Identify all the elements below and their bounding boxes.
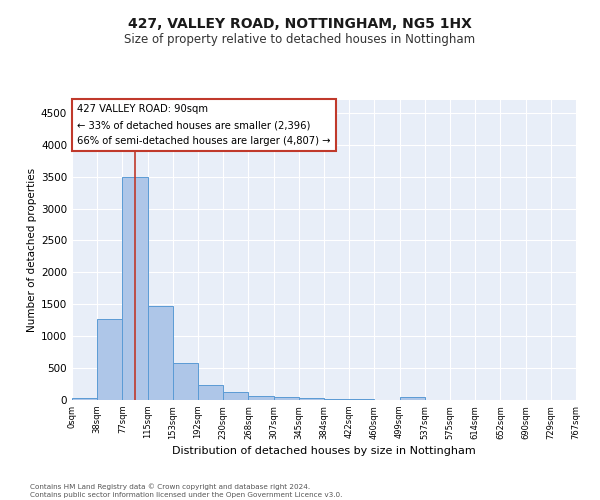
Bar	[400, 398, 425, 400]
Bar	[173, 363, 198, 400]
Bar	[97, 319, 122, 400]
Text: Size of property relative to detached houses in Nottingham: Size of property relative to detached ho…	[124, 32, 476, 46]
Bar	[148, 306, 173, 400]
Bar	[299, 398, 324, 400]
Bar	[324, 399, 349, 400]
Bar	[198, 384, 223, 400]
Text: 427 VALLEY ROAD: 90sqm
← 33% of detached houses are smaller (2,396)
66% of semi-: 427 VALLEY ROAD: 90sqm ← 33% of detached…	[77, 104, 331, 146]
Bar	[223, 392, 248, 400]
X-axis label: Distribution of detached houses by size in Nottingham: Distribution of detached houses by size …	[172, 446, 476, 456]
Text: 427, VALLEY ROAD, NOTTINGHAM, NG5 1HX: 427, VALLEY ROAD, NOTTINGHAM, NG5 1HX	[128, 18, 472, 32]
Bar	[122, 176, 148, 400]
Bar	[72, 398, 97, 400]
Bar	[274, 398, 299, 400]
Bar	[248, 396, 274, 400]
Text: Contains HM Land Registry data © Crown copyright and database right 2024.
Contai: Contains HM Land Registry data © Crown c…	[30, 483, 343, 498]
Y-axis label: Number of detached properties: Number of detached properties	[27, 168, 37, 332]
